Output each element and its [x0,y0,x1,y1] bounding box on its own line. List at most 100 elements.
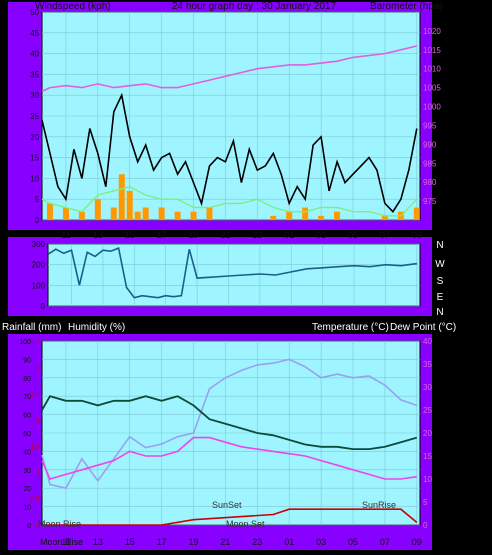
temp-xtick-label: 15 [125,537,135,547]
humidity-ytick-label: 70 [23,394,31,401]
wind-xtick-label: 07 [380,230,390,240]
wind-ytick-label: 5 [35,195,40,204]
barometer-ytick-label: 980 [423,178,437,187]
temp-xtick-label: 23 [252,537,262,547]
rain-bar [46,203,53,220]
rainfall-ytick-label: 0.5 [30,497,40,504]
wind-avg-line [41,185,418,217]
wind-ytick-label: 15 [30,154,39,163]
temperature-ytick-label: 0 [423,521,428,530]
humidity-ytick-label: 50 [23,431,31,438]
sunrise-label: SunRise [362,500,396,510]
rain-bar [126,190,133,220]
rainfall-ytick-label: 1 [36,470,40,477]
rain-bar [270,215,277,220]
direction-ytick-label: 100 [32,281,46,290]
wind-ytick-label: 40 [30,50,39,59]
wind-ytick-label: 10 [30,174,39,183]
compass-label: N [436,307,443,318]
temp-xtick-label: 09 [412,537,422,547]
wind-xtick-label: 17 [157,230,167,240]
barometer-ytick-label: 1000 [423,103,441,112]
temperature-ytick-label: 5 [423,498,428,507]
rain-bar [413,207,420,220]
rain-bar [318,215,325,220]
humidity-ytick-label: 0 [27,523,31,530]
temperature-ytick-label: 40 [423,337,432,346]
rainfall-axis-title: Rainfall (mm) [2,322,61,333]
temperature-line [41,395,418,451]
rain-bar [286,211,293,220]
rain-bar [158,207,165,220]
moonrise-label-top: Moon Rise [38,519,81,529]
humidity-ytick-label: 80 [23,376,31,383]
compass-label: S [437,276,444,287]
temperature-axis-title: Temperature (°C) [312,322,389,333]
temp-xtick-label: 13 [93,537,103,547]
humidity-ytick-label: 40 [23,449,31,456]
rain-bar [110,207,117,220]
rain-bar [62,207,69,220]
barometer-axis-title: Barometer (hpa) [370,1,443,12]
wind-ytick-label: 25 [30,112,39,121]
compass-label: W [435,259,445,270]
barometer-ytick-label: 995 [423,121,437,130]
windspeed-axis-title: Windspeed (kph) [35,1,111,12]
wind-gust-line [41,92,418,213]
wind-ytick-label: 35 [30,70,39,79]
temperature-ytick-label: 15 [423,452,432,461]
humidity-ytick-label: 10 [23,505,31,512]
wind-xtick-label: 11 [61,230,70,240]
wind-xtick-label: 03 [316,230,326,240]
moonrise-label-bottom: Moon Rise [40,537,83,547]
direction-ytick-label: 0 [41,302,46,311]
direction-ytick-label: 200 [32,261,46,270]
humidity-axis-title: Humidity (%) [68,322,125,333]
humidity-ytick-label: 90 [23,357,31,364]
temperature-ytick-label: 30 [423,383,432,392]
wind-xtick-label: 23 [252,230,262,240]
wind-ytick-label: 0 [35,216,40,225]
wind-ytick-label: 45 [30,29,39,38]
rain-bar [302,207,309,220]
temp-xtick-label: 19 [189,537,199,547]
rain-bar [94,199,101,220]
wind-xtick-label: 15 [125,230,135,240]
rain-bar [118,174,125,220]
wind-ytick-label: 30 [30,91,39,100]
rainfall-ytick-label: 2.5 [30,392,40,399]
moonset-label: Moon Set [226,519,265,529]
wind-ytick-label: 50 [30,8,39,17]
compass-label: N [436,240,443,251]
wind-ytick-label: 20 [30,133,39,142]
rainfall-ytick-label: 2 [36,418,40,425]
temperature-ytick-label: 25 [423,406,432,415]
humidity-line [41,358,418,490]
rain-bar [334,211,341,220]
wind-xtick-label: 09 [412,230,422,240]
chart-title: 24 hour graph day : 30 January 2017 [172,1,336,12]
dewpoint-axis-title: Dew Point (°C) [390,322,456,333]
humidity-ytick-label: 100 [19,339,31,346]
barometer-ytick-label: 1005 [423,84,441,93]
rainfall-line [42,508,418,526]
dewpoint-line [41,436,417,480]
temp-xtick-label: 07 [380,537,390,547]
temp-xtick-label: 17 [157,537,167,547]
rain-bar [381,215,388,220]
temp-xtick-label: 05 [348,537,358,547]
temp-xtick-label: 01 [284,537,294,547]
rain-bar [174,211,181,220]
wind-xtick-label: 21 [220,230,230,240]
rain-bar [78,211,85,220]
rainfall-ytick-label: 1.5 [30,444,40,451]
barometer-ytick-label: 1015 [423,46,441,55]
direction-ytick-label: 300 [32,240,46,249]
sunset-label: SunSet [212,500,242,510]
humidity-ytick-label: 20 [23,486,31,493]
rainfall-ytick-label: 3.5 [30,339,40,346]
wind-direction-line [47,247,418,299]
wind-xtick-label: 05 [348,230,358,240]
temp-xtick-label: 03 [316,537,326,547]
